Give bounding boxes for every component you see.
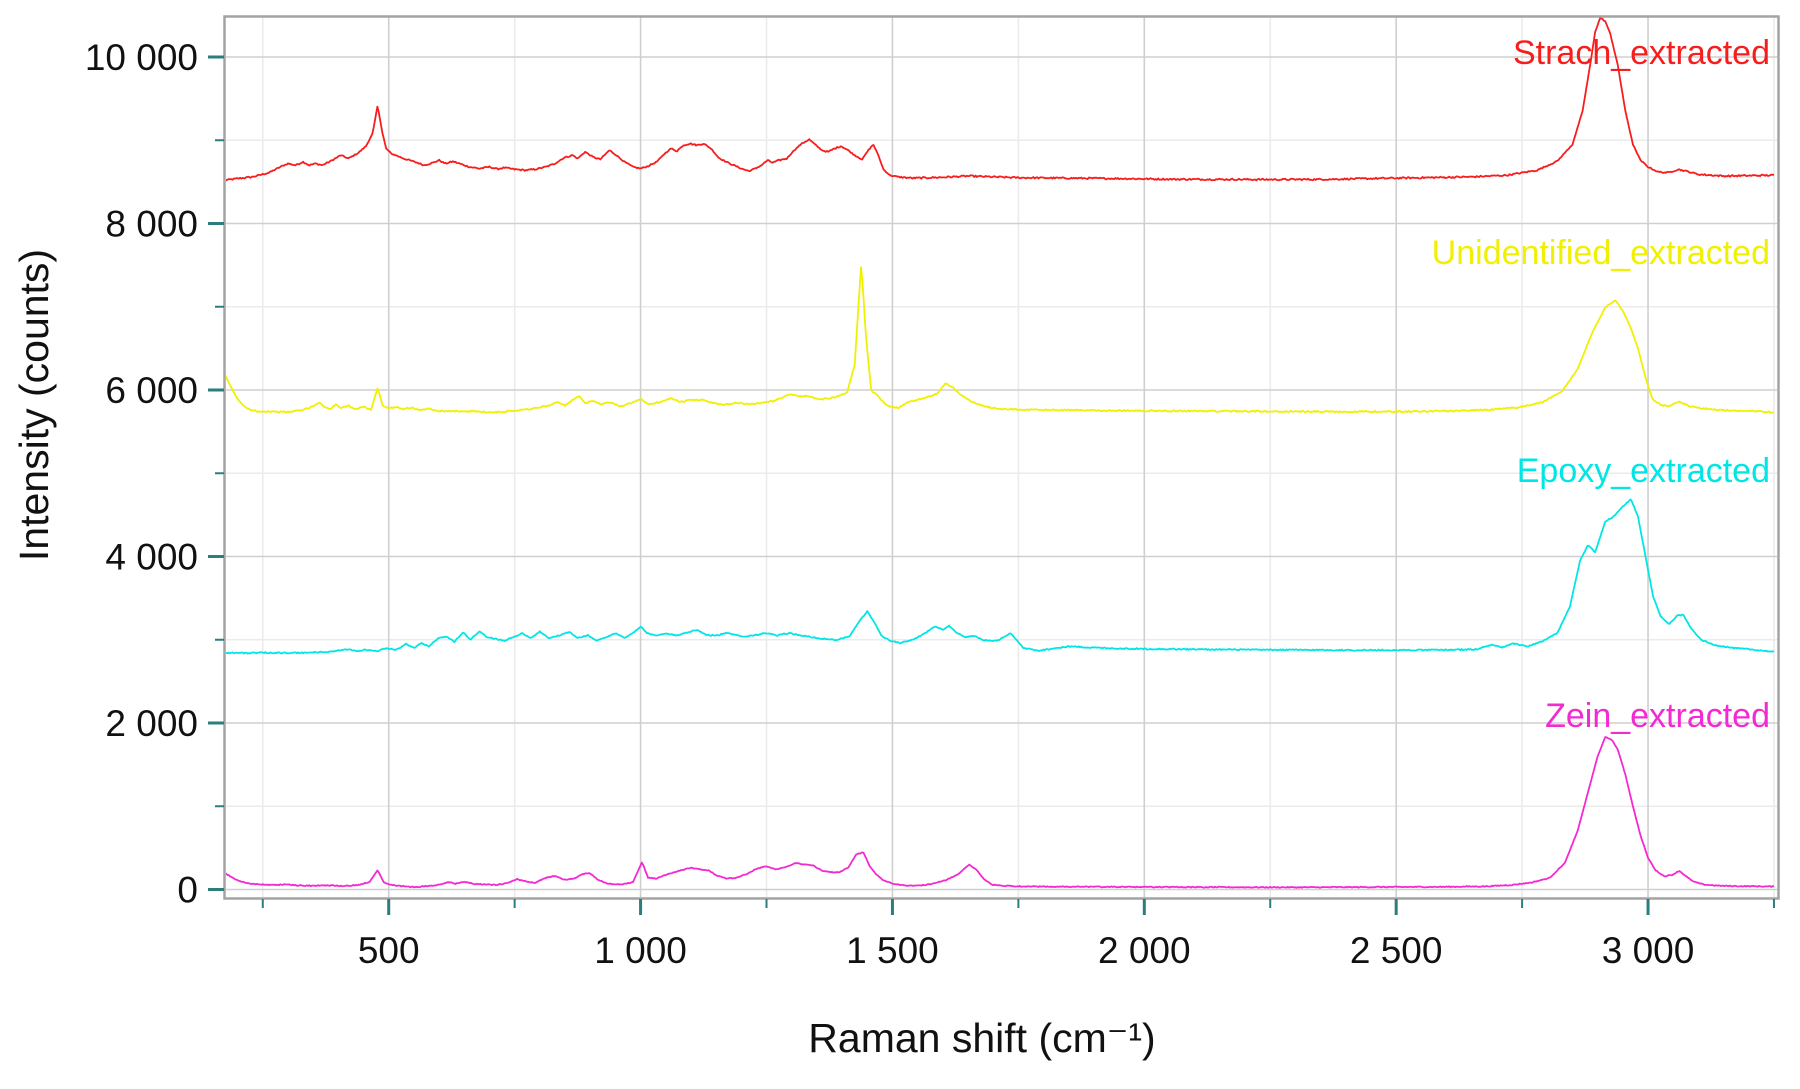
y-tick-label: 2 000 bbox=[105, 703, 198, 744]
trace-zein_extracted bbox=[226, 736, 1775, 889]
x-axis-title: Raman shift (cm⁻¹) bbox=[808, 1015, 1155, 1061]
spectra-traces bbox=[226, 17, 1775, 889]
y-tick-label: 10 000 bbox=[85, 37, 198, 78]
series-label-strach-extracted: Strach_extracted bbox=[1513, 34, 1770, 72]
trace-unidentified_extracted bbox=[226, 266, 1775, 414]
x-tick-label: 2 000 bbox=[1098, 930, 1191, 971]
x-tick-label: 1 000 bbox=[594, 930, 687, 971]
series-label-unidentified-extracted: Unidentified_extracted bbox=[1432, 234, 1770, 272]
x-tick-label: 500 bbox=[358, 930, 420, 971]
y-tick-label: 0 bbox=[177, 870, 198, 911]
y-axis-title: Intensity (counts) bbox=[11, 249, 57, 561]
series-label-epoxy-extracted: Epoxy_extracted bbox=[1517, 452, 1770, 490]
trace-epoxy_extracted bbox=[226, 498, 1775, 655]
series-label-zein-extracted: Zein_extracted bbox=[1545, 697, 1770, 735]
x-tick-label: 1 500 bbox=[846, 930, 939, 971]
y-tick-label: 6 000 bbox=[105, 370, 198, 411]
axis-ticks bbox=[208, 55, 1775, 915]
gridlines bbox=[226, 17, 1777, 898]
y-tick-label: 4 000 bbox=[105, 537, 198, 578]
trace-strach_extracted bbox=[226, 17, 1775, 182]
plot-frame bbox=[223, 15, 1780, 900]
y-tick-label: 8 000 bbox=[105, 204, 198, 245]
x-tick-label: 3 000 bbox=[1602, 930, 1695, 971]
x-tick-label: 2 500 bbox=[1350, 930, 1443, 971]
axis-tick-labels: 500 1 000 1 500 2 000 2 500 3 000 0 2 000 4 000 6… bbox=[85, 37, 1695, 971]
